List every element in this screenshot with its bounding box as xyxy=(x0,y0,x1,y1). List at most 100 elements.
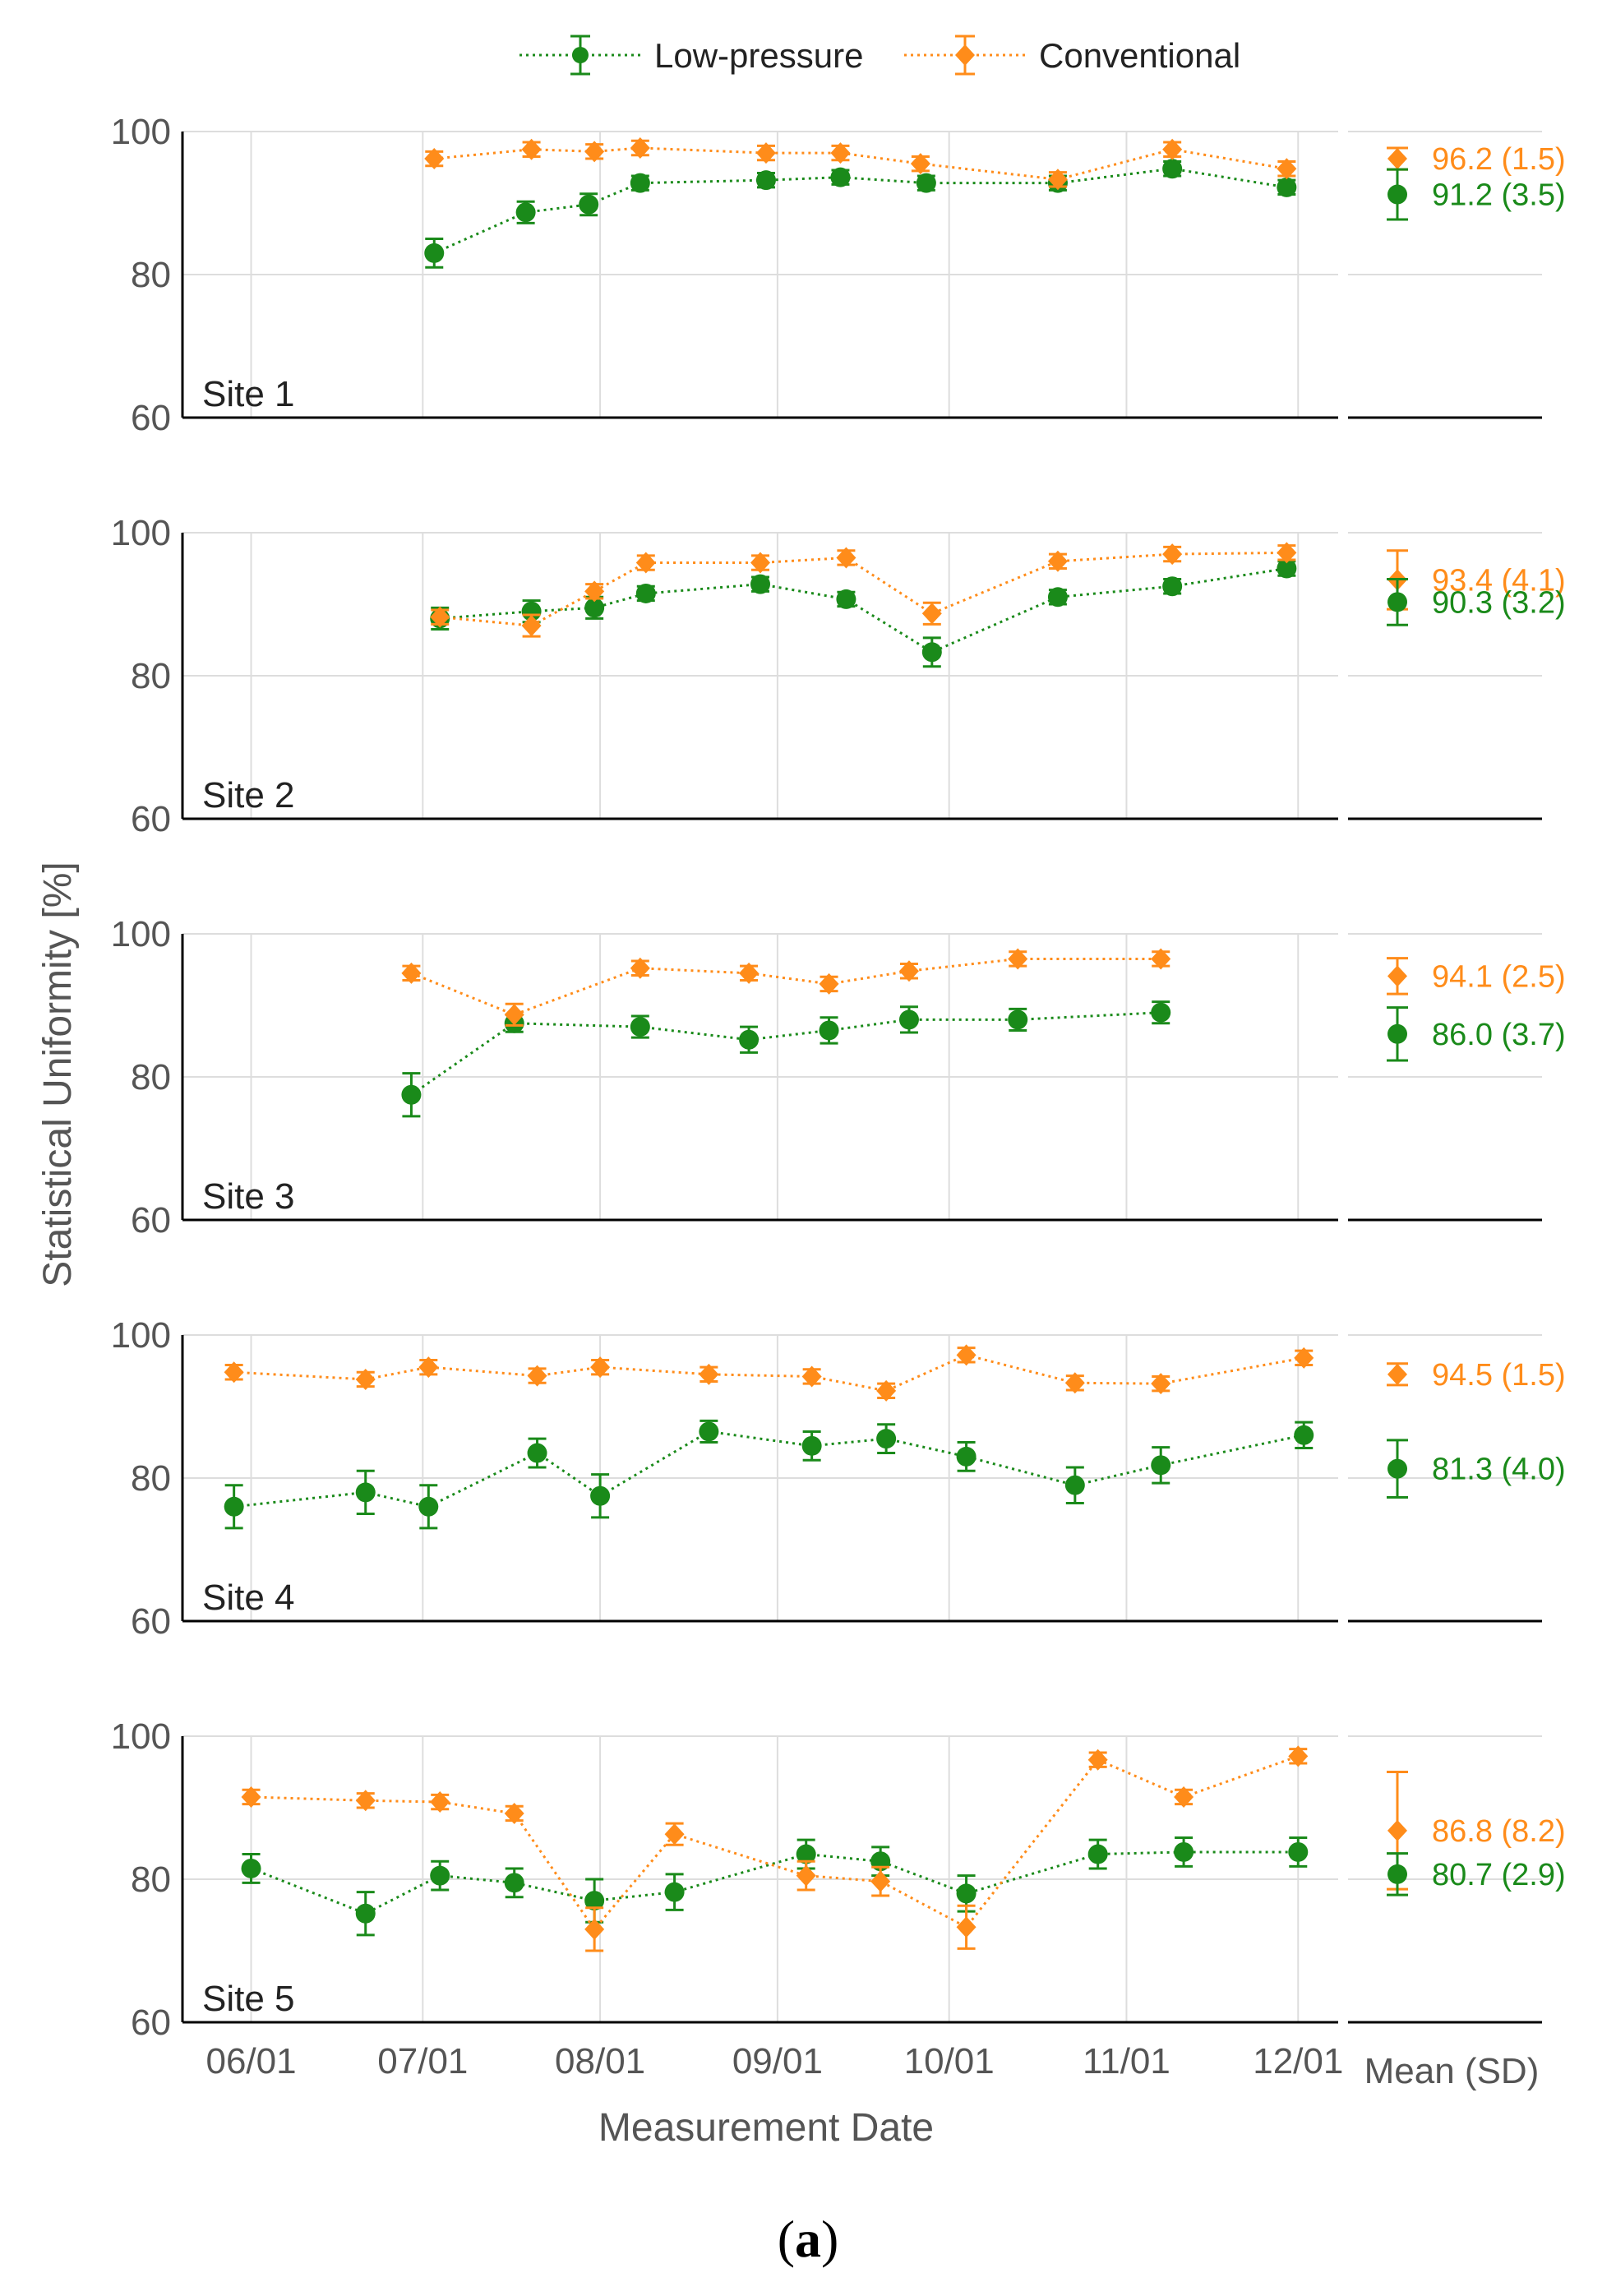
point-low-0 xyxy=(401,1084,422,1105)
point-conv-2 xyxy=(418,1356,439,1379)
point-low-1 xyxy=(521,601,542,621)
y-tick-label-60: 60 xyxy=(131,398,171,438)
series-line-conv xyxy=(251,1754,1299,1932)
series-line-conv xyxy=(233,1353,1304,1393)
y-tick-label-80: 80 xyxy=(131,1057,171,1097)
point-low-5 xyxy=(898,1009,919,1030)
point-low-9 xyxy=(1277,177,1297,197)
panel-5: 60 80 100 Site 5 86.8 (8.2) 80.7 (2.9) xyxy=(111,1716,1566,2043)
point-low-7 xyxy=(876,1429,897,1449)
point-low-0 xyxy=(241,1858,261,1878)
mean-value-label-conv: 96.2 (1.5) xyxy=(1432,142,1566,177)
point-conv-4 xyxy=(755,142,776,164)
x-tick-label-09/01: 09/01 xyxy=(732,2041,823,2081)
mean-value-label-conv: 86.8 (8.2) xyxy=(1432,1814,1566,1849)
point-low-8 xyxy=(956,1883,977,1904)
point-conv-1 xyxy=(504,1004,524,1026)
point-low-5 xyxy=(664,1882,685,1902)
point-low-4 xyxy=(819,1020,839,1041)
point-low-2 xyxy=(630,1017,650,1037)
panels-group: 60 80 100 Site 1 96.2 (1.5)91.2 (3.5) 60 80 100… xyxy=(111,112,1566,2081)
point-conv-3 xyxy=(739,962,760,984)
mean-point-low xyxy=(1387,1023,1407,1044)
point-conv-6 xyxy=(801,1365,822,1388)
point-low-1 xyxy=(355,1482,376,1503)
point-low-0 xyxy=(224,1496,244,1517)
panel-label-site-1: Site 1 xyxy=(202,374,295,414)
point-conv-9 xyxy=(1064,1372,1085,1394)
x-tick-label-07/01: 07/01 xyxy=(377,2041,468,2081)
point-conv-5 xyxy=(830,142,851,164)
mean-value-label-low: 90.3 (3.2) xyxy=(1432,585,1566,620)
panel-label-site-3: Site 3 xyxy=(202,1176,295,1217)
point-conv-10 xyxy=(1151,1373,1171,1395)
point-low-4 xyxy=(755,170,776,191)
panel-4: 60 80 100 Site 4 94.5 (1.5) 81.3 (4.0) xyxy=(111,1315,1566,1642)
point-conv-9 xyxy=(1277,158,1297,180)
mean-point-low xyxy=(1387,592,1407,612)
point-low-3 xyxy=(635,583,656,603)
point-low-9 xyxy=(1087,1844,1108,1864)
point-conv-1 xyxy=(521,138,542,160)
mean-point-conv xyxy=(1387,1363,1407,1385)
y-tick-label-80: 80 xyxy=(131,1458,171,1499)
panel-2: 60 80 100 Site 2 93.4 (4.1)90.3 (3.2) xyxy=(111,513,1566,839)
y-tick-label-60: 60 xyxy=(131,1200,171,1240)
point-conv-0 xyxy=(224,1361,244,1384)
mean-point-low xyxy=(1387,184,1407,205)
caption-open-paren: ( xyxy=(778,2210,795,2268)
series-line-conv xyxy=(440,551,1287,627)
point-low-6 xyxy=(801,1435,822,1456)
point-low-7 xyxy=(1151,1002,1171,1023)
series-line-low xyxy=(410,1011,1161,1096)
point-conv-3 xyxy=(527,1365,547,1387)
legend-low-label: Low-pressure xyxy=(654,36,863,75)
point-conv-3 xyxy=(630,137,650,159)
x-tick-label-11/01: 11/01 xyxy=(1083,2041,1170,2081)
point-low-2 xyxy=(579,194,599,215)
point-low-1 xyxy=(515,202,536,223)
point-low-8 xyxy=(1162,576,1183,597)
point-conv-4 xyxy=(584,1918,605,1940)
figure-caption: (a) xyxy=(778,2210,839,2268)
point-conv-7 xyxy=(876,1379,897,1402)
point-conv-7 xyxy=(1151,948,1171,970)
point-low-8 xyxy=(956,1446,977,1467)
point-low-9 xyxy=(1277,558,1297,579)
point-conv-8 xyxy=(1162,138,1183,160)
mean-point-conv xyxy=(1387,965,1407,987)
panel-label-site-4: Site 4 xyxy=(202,1578,295,1618)
point-low-5 xyxy=(836,589,856,609)
point-low-6 xyxy=(796,1844,816,1864)
legend-conv-marker xyxy=(955,44,975,66)
point-low-8 xyxy=(1162,159,1183,179)
point-low-10 xyxy=(1174,1841,1194,1862)
y-tick-label-100: 100 xyxy=(111,513,171,553)
point-conv-5 xyxy=(898,960,919,982)
point-conv-4 xyxy=(819,972,839,995)
y-tick-label-60: 60 xyxy=(131,799,171,839)
point-conv-11 xyxy=(1294,1347,1314,1369)
mean-value-label-low: 81.3 (4.0) xyxy=(1432,1453,1566,1487)
panel-label-site-2: Site 2 xyxy=(202,775,295,815)
point-conv-1 xyxy=(521,615,542,637)
point-low-5 xyxy=(830,167,851,187)
point-low-3 xyxy=(739,1029,760,1050)
x-axis-title: Measurement Date xyxy=(598,2106,934,2150)
series-line-conv xyxy=(410,957,1161,1016)
point-conv-9 xyxy=(1087,1749,1108,1771)
y-tick-label-100: 100 xyxy=(111,914,171,954)
x-tick-label-12/01: 12/01 xyxy=(1253,2041,1343,2081)
point-conv-0 xyxy=(424,148,445,170)
point-conv-6 xyxy=(910,153,930,175)
mean-point-low xyxy=(1387,1864,1407,1884)
mean-point-low xyxy=(1387,1458,1407,1479)
x-tick-labels: 06/01 07/01 08/01 09/01 10/01 11/01 12/01 xyxy=(205,2041,1343,2081)
point-conv-7 xyxy=(1047,550,1068,572)
y-tick-label-80: 80 xyxy=(131,1859,171,1900)
series-line-conv xyxy=(434,146,1287,181)
point-conv-2 xyxy=(584,141,605,163)
point-conv-2 xyxy=(430,1791,450,1813)
mean-value-label-low: 86.0 (3.7) xyxy=(1432,1018,1566,1052)
